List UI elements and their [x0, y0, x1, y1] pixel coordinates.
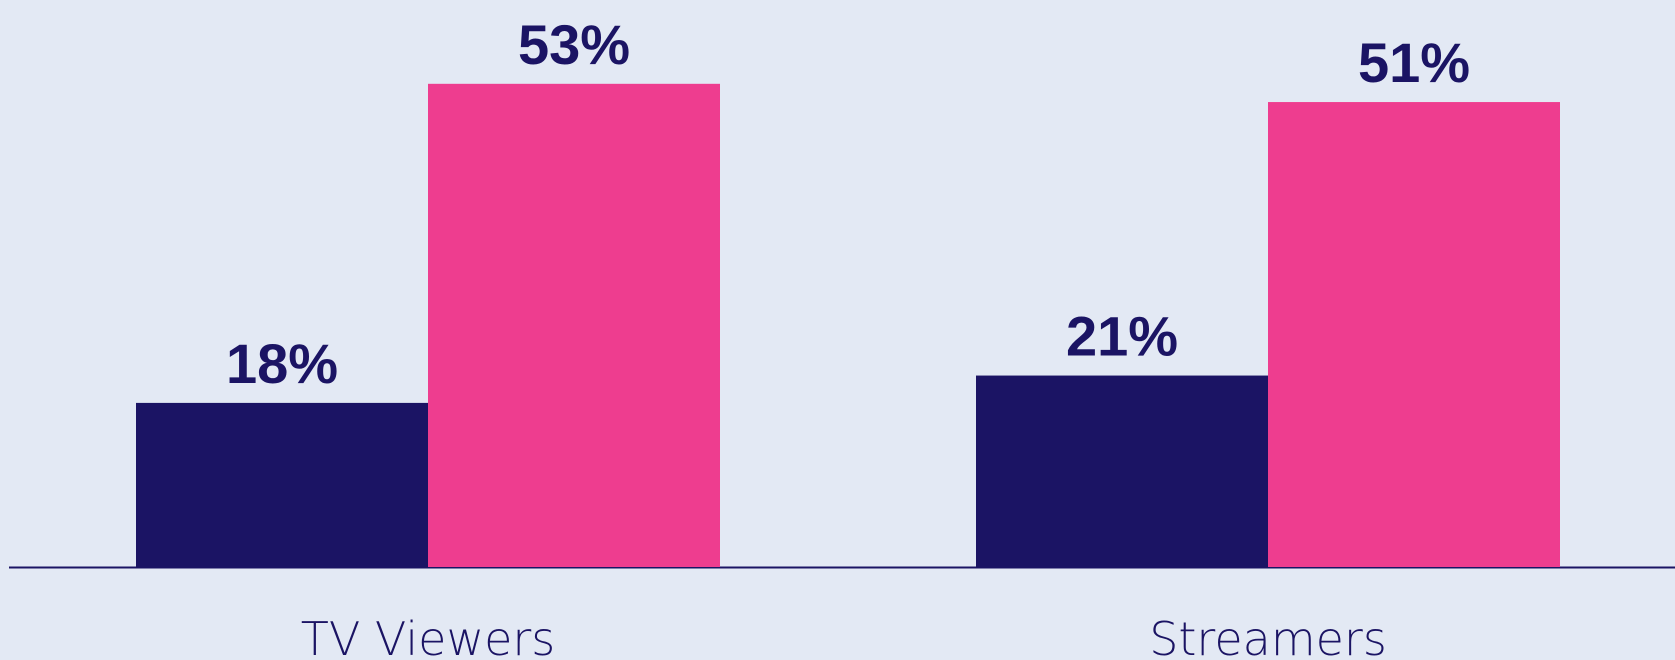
data-label: 53% — [518, 13, 630, 76]
data-label: 18% — [226, 332, 338, 395]
x-tick-label: TV Viewers — [301, 612, 556, 660]
data-label: 51% — [1358, 31, 1470, 94]
bar — [428, 83, 720, 568]
bar — [976, 375, 1268, 567]
data-label: 21% — [1066, 305, 1178, 368]
x-tick-label: Streamers — [1149, 612, 1387, 660]
bar — [136, 402, 428, 567]
bar — [1268, 102, 1560, 568]
